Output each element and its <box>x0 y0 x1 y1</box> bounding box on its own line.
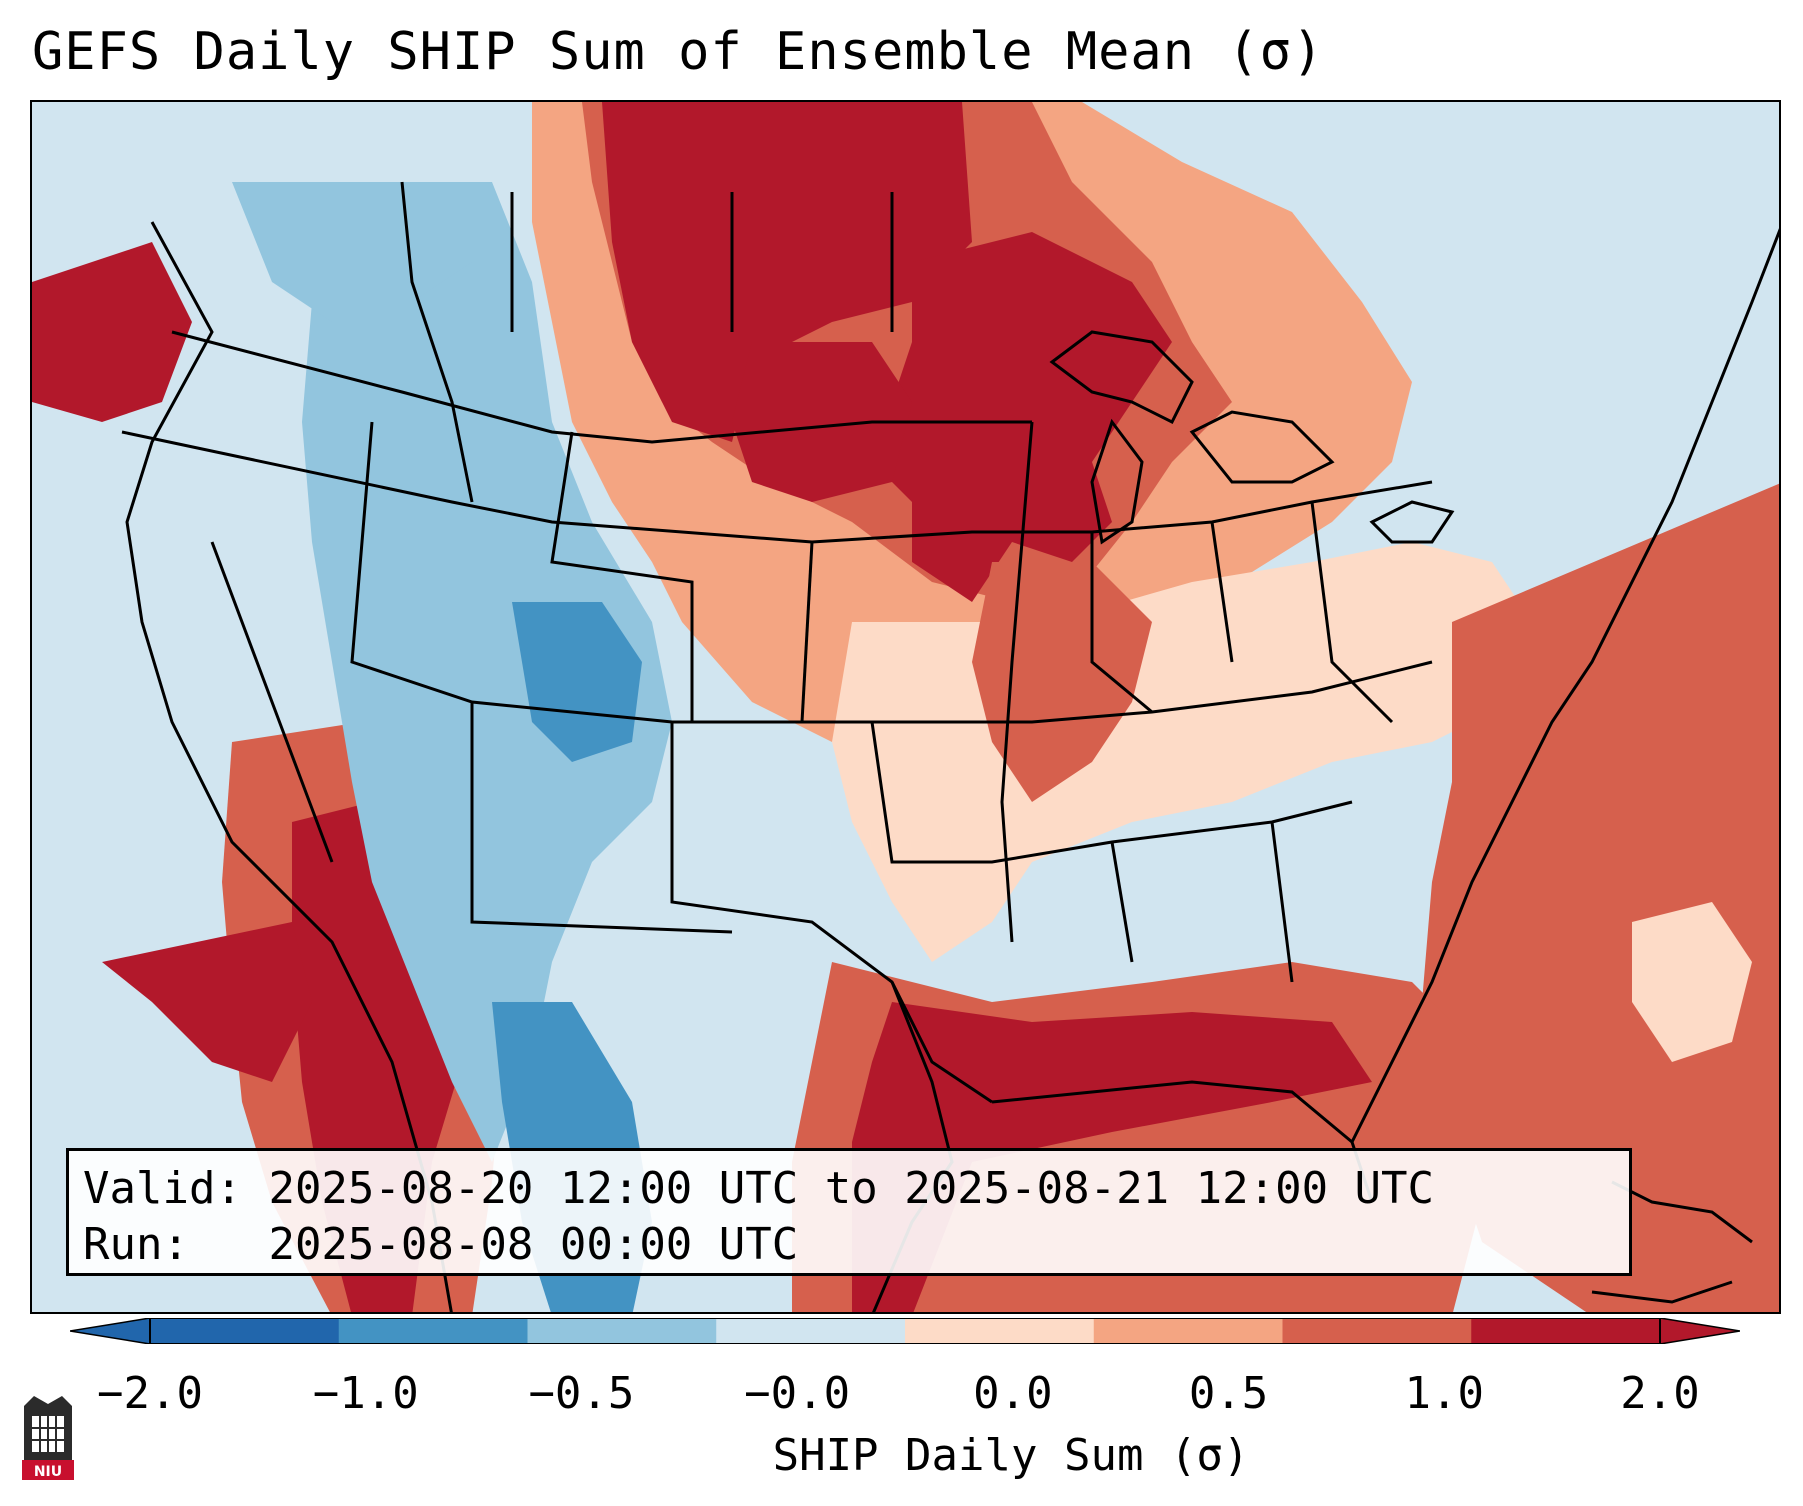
valid-value: 2025-08-20 12:00 UTC to 2025-08-21 12:00… <box>268 1163 1435 1214</box>
field-atlantic-light <box>1632 902 1752 1062</box>
colorbar-label: SHIP Daily Sum (σ) <box>772 1430 1250 1481</box>
field-rockies-neg05 <box>302 182 672 1162</box>
valid-label: Valid: <box>83 1163 242 1214</box>
map-panel <box>30 100 1781 1314</box>
colorbar-segment-3 <box>716 1318 906 1344</box>
field-atlantic-pos <box>1422 483 1779 1312</box>
colorbar-tick-label: −1.0 <box>312 1368 419 1419</box>
colorbar-segment-7 <box>1471 1318 1661 1344</box>
colorbar-tick-label: −0.5 <box>528 1368 635 1419</box>
logo-text: NIU <box>34 1464 62 1480</box>
colorbar-tick-label: −2.0 <box>97 1368 203 1419</box>
field-pnw-max <box>32 242 192 422</box>
run-label: Run: <box>83 1219 189 1270</box>
field-midsouth-mid <box>972 562 1152 802</box>
colorbar-segments <box>150 1318 1661 1344</box>
niu-logo-icon: NIU <box>22 1396 74 1480</box>
map-title: GEFS Daily SHIP Sum of Ensemble Mean (σ) <box>32 22 1325 82</box>
colorbar-segment-2 <box>527 1318 717 1344</box>
ship-field-map <box>32 102 1779 1312</box>
field-north-max-1 <box>602 102 972 442</box>
colorbar-tick-label: −0.0 <box>744 1368 851 1419</box>
field-nw-neg05 <box>232 182 472 322</box>
valid-run-info-box: Valid: 2025-08-20 12:00 UTC to 2025-08-2… <box>66 1148 1632 1276</box>
field-pacific-streak <box>102 922 312 1082</box>
colorbar-tick-label: 1.0 <box>1404 1368 1485 1419</box>
colorbar-tick-label: 0.5 <box>1188 1368 1269 1419</box>
run-value: 2025-08-08 00:00 UTC <box>268 1219 799 1270</box>
colorbar-segment-4 <box>905 1318 1095 1344</box>
colorbar-segment-5 <box>1093 1318 1283 1344</box>
colorbar-segment-6 <box>1282 1318 1472 1344</box>
state-boundaries <box>121 181 1433 1312</box>
field-north-max-3 <box>732 342 912 502</box>
colorbar-tick-label: 2.0 <box>1620 1368 1700 1419</box>
colorbar-extend-min <box>70 1318 151 1344</box>
colorbar-segment-1 <box>338 1318 528 1344</box>
colorbar <box>70 1318 1740 1344</box>
colorbar-tick-label: 0.0 <box>973 1368 1053 1419</box>
colorbar-outline <box>149 1318 1661 1344</box>
field-gulf-max <box>852 1002 1372 1312</box>
colorbar-extend-max <box>1659 1318 1740 1344</box>
colorbar-segment-0 <box>150 1318 340 1344</box>
field-rockies-neg1 <box>512 602 642 762</box>
